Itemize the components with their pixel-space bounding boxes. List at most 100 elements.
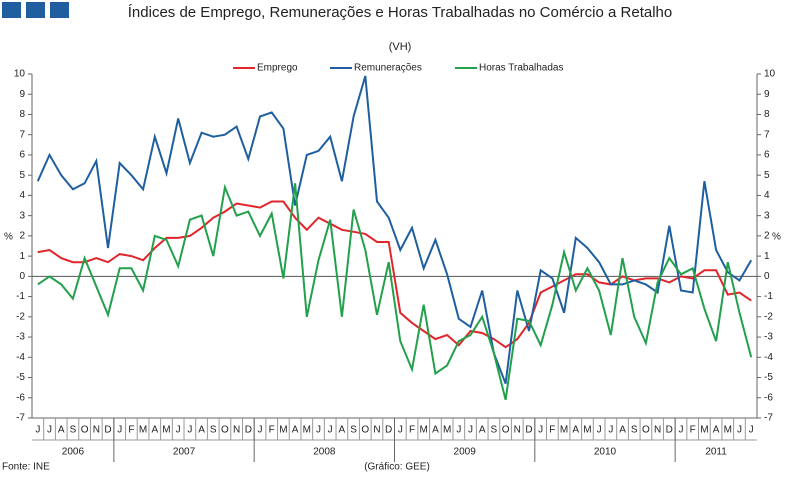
x-tick-label: A [198, 425, 205, 436]
x-tick-label: F [269, 425, 275, 436]
y-tick-label: 2 [19, 231, 25, 242]
x-tick-label: J [737, 425, 742, 436]
y-tick-label: -4 [16, 352, 25, 363]
y-tick-label: -6 [16, 392, 25, 403]
y2-tick-label: 3 [764, 210, 770, 221]
x-tick-label: M [443, 425, 451, 436]
series-line [36, 75, 753, 384]
chart-subtitle: (VH) [388, 41, 412, 53]
y-tick-label: 7 [19, 129, 25, 140]
y2-tick-label: 1 [764, 251, 770, 262]
x-tick-label: D [525, 425, 532, 436]
legend-label: Emprego [257, 63, 298, 74]
x-tick-label: M [279, 425, 287, 436]
x-tick-label: J [176, 425, 181, 436]
x-tick-label: M [139, 425, 147, 436]
x-tick-label: J [538, 425, 543, 436]
logo-block [2, 2, 21, 18]
y2-tick-label: -2 [764, 311, 773, 322]
y-tick-label: -7 [16, 413, 25, 424]
y-tick-label: 9 [19, 89, 25, 100]
y2-tick-label: -4 [764, 352, 773, 363]
year-label: 2007 [173, 447, 196, 458]
x-tick-label: O [502, 425, 510, 436]
x-tick-label: A [292, 425, 299, 436]
y2-tick-label: -5 [764, 372, 773, 383]
y-tick-label: 8 [19, 109, 25, 120]
x-tick-label: M [724, 425, 732, 436]
y2-axis-label: % [772, 232, 781, 243]
x-tick-label: O [361, 425, 369, 436]
x-tick-label: J [468, 425, 473, 436]
x-tick-label: M [420, 425, 428, 436]
y-tick-label: 5 [19, 170, 25, 181]
x-tick-label: D [245, 425, 252, 436]
y-tick-label: 1 [19, 251, 25, 262]
y-tick-label: 6 [19, 150, 25, 161]
x-tick-label: S [70, 425, 77, 436]
legend-label: Horas Trabalhadas [479, 63, 564, 74]
x-tick-label: O [642, 425, 650, 436]
y2-tick-label: 9 [764, 89, 770, 100]
x-tick-label: J [35, 425, 40, 436]
x-tick-label: J [608, 425, 613, 436]
y-tick-label: -2 [16, 311, 25, 322]
x-tick-label: J [398, 425, 403, 436]
x-tick-label: J [749, 425, 754, 436]
x-tick-label: D [666, 425, 673, 436]
x-tick-label: A [432, 425, 439, 436]
x-tick-label: F [409, 425, 415, 436]
y-tick-label: -5 [16, 372, 25, 383]
x-tick-label: D [385, 425, 392, 436]
logo-block [50, 2, 69, 18]
chart-title: Índices de Emprego, Remunerações e Horas… [127, 4, 673, 21]
x-tick-label: A [572, 425, 579, 436]
x-tick-label: J [258, 425, 263, 436]
x-tick-label: J [328, 425, 333, 436]
y-tick-label: 0 [19, 271, 25, 282]
y2-tick-label: 4 [764, 190, 770, 201]
year-label: 2006 [62, 447, 85, 458]
x-tick-label: J [47, 425, 52, 436]
x-tick-label: J [597, 425, 602, 436]
y-tick-label: -3 [16, 332, 25, 343]
x-tick-label: S [210, 425, 217, 436]
y2-tick-label: 5 [764, 170, 770, 181]
x-tick-label: J [316, 425, 321, 436]
x-tick-label: F [690, 425, 696, 436]
legend-label: Remunerações [354, 63, 422, 74]
x-tick-label: F [128, 425, 134, 436]
y2-tick-label: 0 [764, 271, 770, 282]
y2-tick-label: 6 [764, 150, 770, 161]
x-tick-label: J [117, 425, 122, 436]
x-tick-label: A [479, 425, 486, 436]
x-tick-label: J [678, 425, 683, 436]
y2-tick-label: -6 [764, 392, 773, 403]
x-tick-label: M [162, 425, 170, 436]
y-tick-label: 3 [19, 210, 25, 221]
y-tick-label: 4 [19, 190, 25, 201]
source: Fonte: INE [2, 462, 50, 473]
note: (Gráfico: GEE) [364, 462, 430, 473]
x-tick-label: N [654, 425, 661, 436]
y-axis-label: % [4, 232, 13, 243]
year-label: 2011 [705, 447, 727, 458]
x-tick-label: N [373, 425, 380, 436]
x-tick-label: S [631, 425, 638, 436]
y2-tick-label: 7 [764, 129, 770, 140]
y2-tick-label: 2 [764, 231, 770, 242]
y-tick-label: 10 [14, 69, 26, 80]
y2-tick-label: 10 [764, 69, 776, 80]
series-line [37, 183, 753, 401]
x-tick-label: S [491, 425, 498, 436]
y-tick-label: -1 [16, 291, 25, 302]
year-label: 2008 [313, 447, 336, 458]
y2-tick-label: -1 [764, 291, 773, 302]
year-label: 2010 [594, 447, 617, 458]
x-tick-label: N [93, 425, 100, 436]
series-line [37, 200, 752, 349]
x-tick-label: J [187, 425, 192, 436]
x-tick-label: A [619, 425, 626, 436]
